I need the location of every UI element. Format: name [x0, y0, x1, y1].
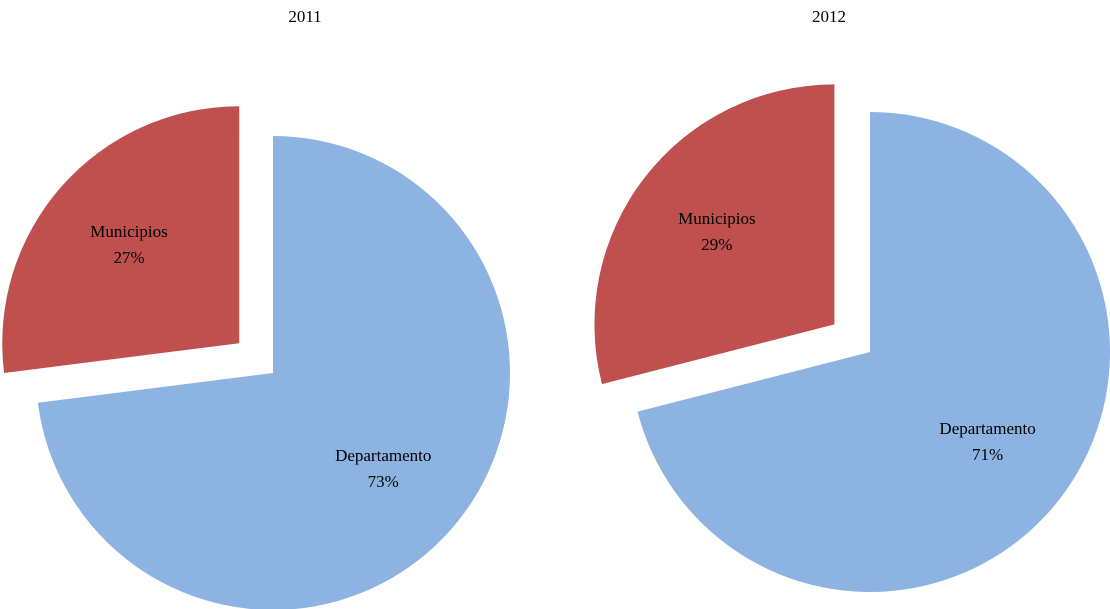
pie-slice [594, 84, 835, 385]
slice-value-label: 27% [113, 248, 144, 267]
slice-category-label: Departamento [335, 446, 431, 465]
slice-category-label: Municipios [90, 222, 167, 241]
chart-title: 2011 [288, 7, 321, 26]
slice-category-label: Municipios [678, 209, 755, 228]
slice-value-label: 71% [972, 445, 1003, 464]
chart-title: 2012 [812, 7, 846, 26]
slice-value-label: 73% [368, 472, 399, 491]
pie-slice [2, 106, 240, 373]
slice-category-label: Departamento [939, 419, 1035, 438]
pie-slice [37, 136, 510, 609]
pie-slice [637, 112, 1110, 592]
slice-value-label: 29% [701, 235, 732, 254]
